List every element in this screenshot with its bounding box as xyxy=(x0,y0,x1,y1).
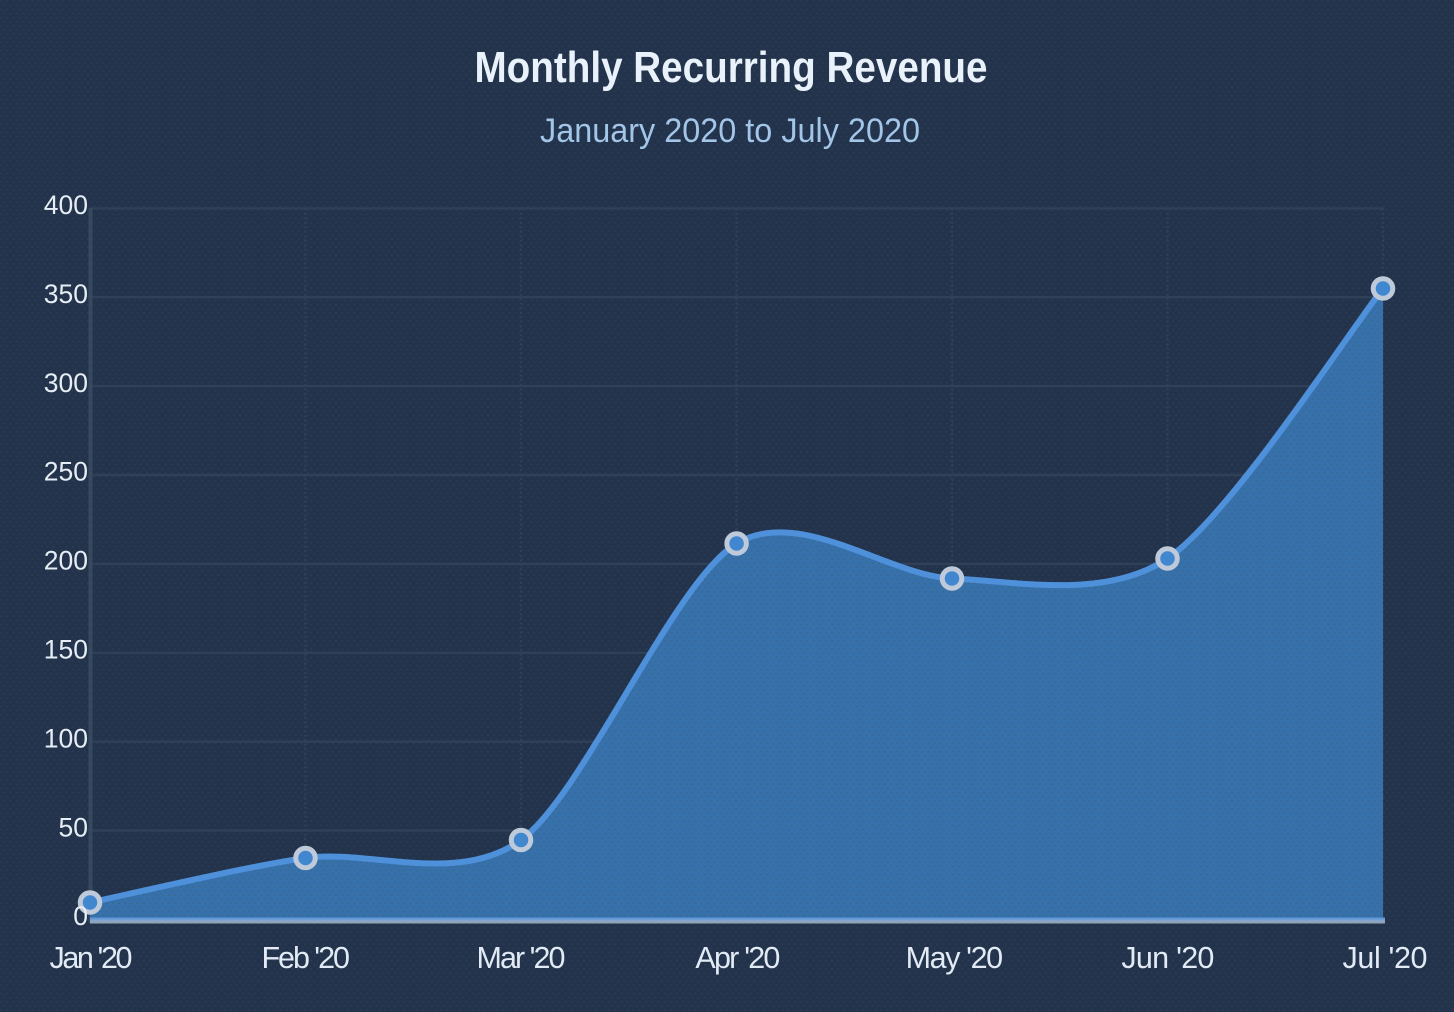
svg-text:350: 350 xyxy=(44,279,88,309)
svg-text:300: 300 xyxy=(44,368,88,398)
svg-text:Jul '20: Jul '20 xyxy=(1343,941,1428,975)
svg-text:Jan '20: Jan '20 xyxy=(50,941,133,975)
svg-text:Apr '20: Apr '20 xyxy=(695,941,780,975)
svg-text:January 2020 to July 2020: January 2020 to July 2020 xyxy=(540,112,920,150)
svg-text:50: 50 xyxy=(59,812,88,842)
svg-text:400: 400 xyxy=(44,190,88,220)
svg-text:150: 150 xyxy=(44,635,88,665)
svg-text:0: 0 xyxy=(73,901,88,931)
svg-text:Jun '20: Jun '20 xyxy=(1121,941,1214,975)
svg-text:Mar '20: Mar '20 xyxy=(477,941,566,975)
svg-text:100: 100 xyxy=(44,723,88,753)
svg-text:Monthly Recurring Revenue: Monthly Recurring Revenue xyxy=(475,43,988,92)
svg-text:200: 200 xyxy=(44,546,88,576)
svg-text:Feb '20: Feb '20 xyxy=(261,941,350,975)
svg-text:May '20: May '20 xyxy=(906,941,1004,975)
svg-text:250: 250 xyxy=(44,457,88,487)
